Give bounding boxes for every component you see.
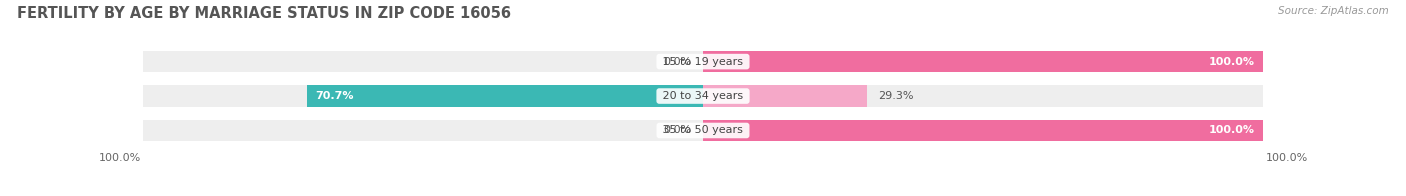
Bar bbox=[703, 85, 868, 107]
Text: 100.0%: 100.0% bbox=[1208, 57, 1254, 67]
Text: 0.0%: 0.0% bbox=[664, 125, 692, 135]
Text: 0.0%: 0.0% bbox=[664, 57, 692, 67]
Bar bbox=[703, 51, 1263, 72]
Text: 100.0%: 100.0% bbox=[98, 153, 141, 163]
Text: Source: ZipAtlas.com: Source: ZipAtlas.com bbox=[1278, 6, 1389, 16]
Bar bbox=[703, 120, 1263, 141]
Bar bbox=[308, 85, 703, 107]
Bar bbox=[703, 120, 1263, 141]
Bar bbox=[703, 51, 1263, 72]
Text: 20 to 34 years: 20 to 34 years bbox=[659, 91, 747, 101]
Text: 29.3%: 29.3% bbox=[879, 91, 914, 101]
Text: 70.7%: 70.7% bbox=[315, 91, 354, 101]
Text: 100.0%: 100.0% bbox=[1208, 125, 1254, 135]
Bar bbox=[703, 85, 1263, 107]
Text: 100.0%: 100.0% bbox=[1265, 153, 1308, 163]
Text: 15 to 19 years: 15 to 19 years bbox=[659, 57, 747, 67]
Bar bbox=[143, 85, 703, 107]
Bar bbox=[143, 120, 703, 141]
Text: 35 to 50 years: 35 to 50 years bbox=[659, 125, 747, 135]
Bar bbox=[143, 51, 703, 72]
Text: FERTILITY BY AGE BY MARRIAGE STATUS IN ZIP CODE 16056: FERTILITY BY AGE BY MARRIAGE STATUS IN Z… bbox=[17, 6, 510, 21]
Legend: Married, Unmarried: Married, Unmarried bbox=[614, 194, 792, 196]
